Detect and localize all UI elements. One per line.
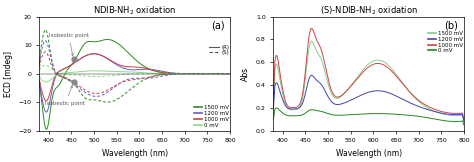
Legend: 1500 mV, 1200 mV, 1000 mV, 0 mV: 1500 mV, 1200 mV, 1000 mV, 0 mV — [428, 31, 463, 53]
Title: NDIB-NH$_2$ oxidation: NDIB-NH$_2$ oxidation — [93, 4, 176, 17]
Text: Isobestic point: Isobestic point — [46, 86, 85, 106]
X-axis label: Wavelength (nm): Wavelength (nm) — [102, 149, 168, 158]
X-axis label: Wavelength (nm): Wavelength (nm) — [336, 149, 402, 158]
Y-axis label: Abs: Abs — [241, 67, 250, 81]
Text: (a): (a) — [211, 20, 224, 30]
Legend: 1500 mV, 1200 mV, 1000 mV, 0 mV: 1500 mV, 1200 mV, 1000 mV, 0 mV — [194, 105, 229, 128]
Text: Isobestic point: Isobestic point — [48, 33, 89, 56]
Title: (S)-NDIB-NH$_2$ oxidation: (S)-NDIB-NH$_2$ oxidation — [320, 4, 418, 17]
Y-axis label: ECD [mdeg]: ECD [mdeg] — [4, 51, 13, 97]
Text: (b): (b) — [445, 20, 458, 30]
